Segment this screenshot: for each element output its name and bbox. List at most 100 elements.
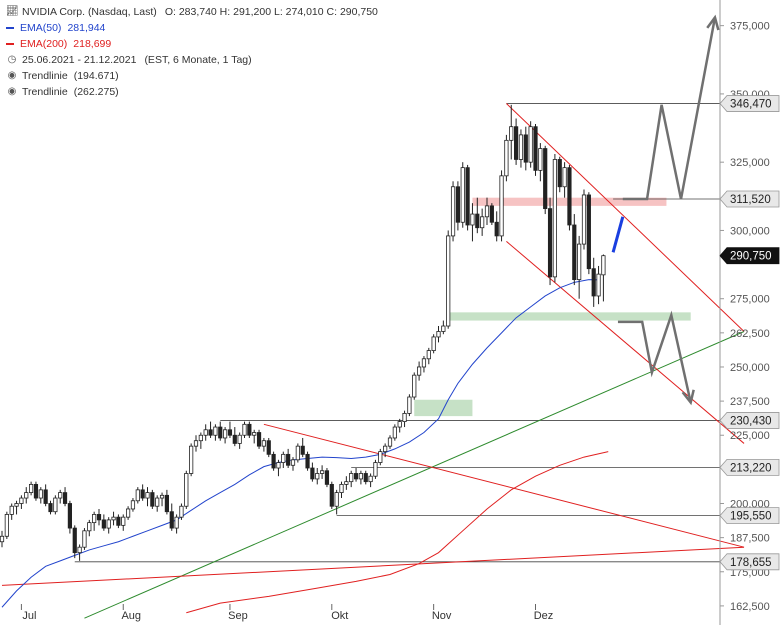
candle-body <box>596 273 601 297</box>
candle-body <box>523 134 528 163</box>
candle-body <box>353 473 359 480</box>
price-badge: 178,655 <box>719 553 780 571</box>
candle-body <box>509 126 514 141</box>
candle <box>130 498 136 512</box>
candle <box>169 503 174 531</box>
candle <box>208 421 213 438</box>
candle <box>368 473 373 488</box>
candle-body <box>358 473 364 480</box>
projection-0 <box>622 17 717 201</box>
price-badge-box <box>719 190 780 208</box>
candle-body <box>14 503 19 507</box>
candle-body <box>368 475 373 483</box>
candle-body <box>349 473 354 483</box>
candle-body <box>581 194 587 245</box>
candle <box>523 126 528 171</box>
candle-body <box>601 255 606 276</box>
candle-body <box>281 453 286 463</box>
trend2-label: Trendlinie <box>22 86 68 98</box>
legend-ema50[interactable]: EMA(50) 281,944 <box>6 20 378 36</box>
candle-body <box>43 489 48 504</box>
y-tick-label: 225,000 <box>730 430 770 442</box>
legend-trend1[interactable]: ◉ Trendlinie (194.671) <box>6 68 378 84</box>
candle <box>4 511 9 540</box>
price-badge: 311,520 <box>719 190 780 208</box>
range-note: (EST, 6 Monate, 1 Tag) <box>144 54 252 66</box>
candle <box>436 326 441 343</box>
legend-trend2[interactable]: ◉ Trendlinie (262.275) <box>6 84 378 100</box>
ema200-label: EMA(200) <box>20 38 68 50</box>
y-tick-label: 250,000 <box>730 362 770 374</box>
candle <box>402 410 407 428</box>
candle-body <box>572 224 577 280</box>
candle <box>82 528 87 550</box>
legend-range: ◷ 25.06.2021 - 21.12.2021 (EST, 6 Monate… <box>6 52 378 68</box>
candle <box>567 164 572 231</box>
candle-body <box>460 167 465 223</box>
candle <box>77 544 82 561</box>
candle <box>252 429 257 444</box>
candle <box>62 487 68 507</box>
candle-body <box>426 350 431 360</box>
candle <box>145 487 150 507</box>
price-badge: 213,220 <box>719 459 780 476</box>
y-tick-label: 275,000 <box>730 294 770 306</box>
candle <box>58 489 63 504</box>
candle <box>116 514 121 529</box>
price-badge-label: 311,520 <box>730 194 771 206</box>
y-tick-label: 262,500 <box>730 328 770 340</box>
candle-body <box>72 527 77 554</box>
price-badge-label: 213,220 <box>730 462 772 474</box>
x-tick-label: Aug <box>121 610 141 622</box>
candle-body <box>329 483 334 507</box>
candle <box>242 421 247 438</box>
candle-body <box>567 167 572 226</box>
candle-body <box>499 175 504 237</box>
candle <box>431 334 436 354</box>
candle-body <box>155 497 160 507</box>
candle-body <box>494 221 499 237</box>
candle <box>237 432 242 449</box>
candle-body <box>198 434 203 442</box>
candle-body <box>446 235 451 327</box>
candle <box>33 481 39 501</box>
candle <box>407 394 412 417</box>
chart-legend: 📈︎ NVIDIA Corp. (Nasdaq, Last) O: 283,74… <box>6 4 378 100</box>
candle-body <box>276 462 281 469</box>
candle-body <box>547 208 553 278</box>
ema50-swatch <box>6 27 14 29</box>
candle-body <box>203 429 208 436</box>
candle-body <box>514 126 519 160</box>
legend-ema200[interactable]: EMA(200) 218,699 <box>6 36 378 52</box>
candle-body <box>140 489 145 499</box>
candle-body <box>106 519 111 529</box>
candle-body <box>247 423 252 436</box>
candle <box>319 465 325 479</box>
candle-body <box>96 514 102 521</box>
candle <box>504 134 509 182</box>
candle <box>111 511 116 526</box>
candle <box>441 320 446 335</box>
candle-body <box>222 429 228 439</box>
candle <box>450 181 456 242</box>
candle <box>470 203 475 242</box>
candle-body <box>256 432 262 447</box>
candle <box>135 487 140 504</box>
candle <box>353 468 359 482</box>
candle-body <box>101 519 106 529</box>
trendline-1 <box>1 546 745 586</box>
candle-body <box>373 462 378 477</box>
candle-body <box>528 126 533 163</box>
zone-2 <box>414 399 473 417</box>
candle-body <box>145 492 150 499</box>
candle-body <box>227 429 233 436</box>
candle <box>28 481 34 496</box>
candle <box>305 451 310 471</box>
candle <box>276 459 281 477</box>
candle <box>179 503 184 520</box>
candle-body <box>135 489 140 502</box>
trend1-value: (194.671) <box>73 70 119 82</box>
price-badge-box <box>719 95 780 112</box>
y-axis: 375,000350,000325,000300,000275,000262,5… <box>719 0 770 625</box>
